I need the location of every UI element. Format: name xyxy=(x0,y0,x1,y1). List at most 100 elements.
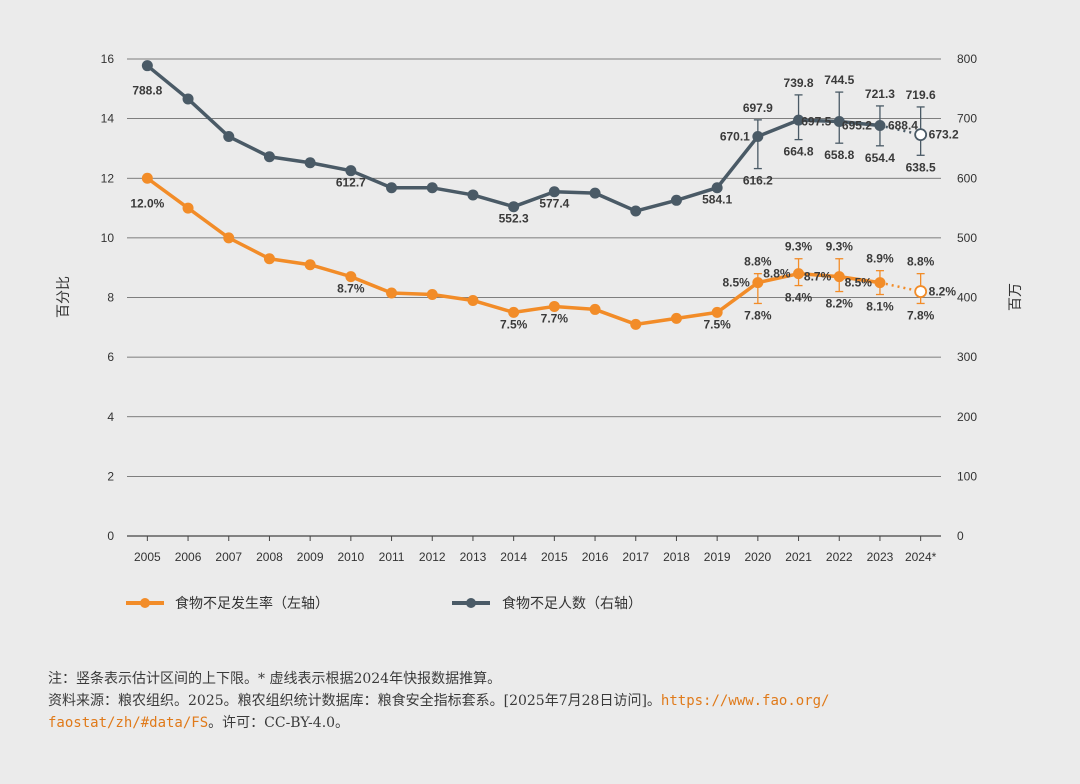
data-label: 552.3 xyxy=(499,212,529,226)
data-point xyxy=(630,205,642,217)
data-label: 739.8 xyxy=(784,76,814,90)
right-tick-label: 500 xyxy=(957,231,977,245)
data-point xyxy=(589,187,601,199)
data-point xyxy=(793,268,805,280)
data-label: 721.3 xyxy=(865,87,895,101)
left-tick-label: 10 xyxy=(101,231,115,245)
data-point xyxy=(508,306,520,318)
series-rate: 12.0% 8.7% 7.5% 7.7% 7.5% 8.5% 8.8% 7.8% 8.8% 9.3… xyxy=(130,172,957,331)
right-axis-title: 百万 xyxy=(1008,283,1024,311)
data-label: 577.4 xyxy=(539,197,569,211)
left-tick-label: 6 xyxy=(107,350,114,364)
left-tick-label: 2 xyxy=(107,469,114,483)
right-tick-label: 600 xyxy=(957,171,977,185)
data-point xyxy=(141,60,153,72)
left-tick-label: 14 xyxy=(101,112,115,126)
data-point xyxy=(630,318,642,330)
data-label: 8.2% xyxy=(826,297,854,311)
source-text: 资料来源：粮农组织。2025。粮农组织统计数据库：粮食安全指标套系。[2025年… xyxy=(48,693,661,709)
data-point xyxy=(670,194,682,206)
data-label: 688.4 xyxy=(888,119,918,133)
data-point xyxy=(752,277,764,289)
data-label: 9.3% xyxy=(785,240,813,254)
data-label: 744.5 xyxy=(824,73,854,87)
x-tick-label: 2024* xyxy=(905,550,937,564)
x-tick-label: 2018 xyxy=(663,550,690,564)
series-layer: 788.8 612.7 552.3 577.4 584.1 670.1 697.9 616.2… xyxy=(130,60,959,331)
left-tick-label: 8 xyxy=(107,291,114,305)
data-label: 7.8% xyxy=(907,308,935,322)
data-point xyxy=(874,120,886,132)
x-tick-label: 2023 xyxy=(867,550,894,564)
data-point xyxy=(670,312,682,324)
data-label: 12.0% xyxy=(130,196,164,210)
x-tick-label: 2015 xyxy=(541,550,568,564)
data-point xyxy=(426,182,438,194)
data-point xyxy=(467,189,479,201)
data-point xyxy=(263,253,275,265)
legend-label-rate: 食物不足发生率（左轴） xyxy=(175,595,329,612)
license-text: 。许可：CC-BY-4.0。 xyxy=(208,715,350,731)
x-tick-label: 2011 xyxy=(379,550,405,564)
data-label: 616.2 xyxy=(743,174,773,188)
data-point xyxy=(304,259,316,271)
data-label: 658.8 xyxy=(824,148,854,162)
series-count: 788.8 612.7 552.3 577.4 584.1 670.1 697.9 616.2… xyxy=(132,60,959,226)
source-link[interactable]: https://www.fao.org/ xyxy=(660,693,830,709)
series-line xyxy=(146,176,881,327)
right-tick-label: 700 xyxy=(957,112,977,126)
data-label: 9.3% xyxy=(826,240,854,254)
data-label: 654.4 xyxy=(865,151,895,165)
x-tick-label: 2021 xyxy=(785,550,812,564)
data-label: 673.2 xyxy=(929,128,959,142)
legend-marker-rate xyxy=(140,598,150,608)
x-tick-label: 2022 xyxy=(826,550,853,564)
data-label: 8.2% xyxy=(929,285,957,299)
data-point xyxy=(589,303,601,315)
data-label: 8.8% xyxy=(744,255,772,269)
x-tick-label: 2019 xyxy=(704,550,731,564)
data-point xyxy=(263,151,275,163)
right-tick-label: 800 xyxy=(957,52,977,66)
data-label: 8.1% xyxy=(866,300,894,314)
x-tick-label: 2016 xyxy=(582,550,609,564)
data-point xyxy=(467,294,479,306)
data-point xyxy=(182,202,194,214)
x-tick-label: 2020 xyxy=(744,550,771,564)
source-line: 资料来源：粮农组织。2025。粮农组织统计数据库：粮食安全指标套系。[2025年… xyxy=(48,690,1048,712)
data-point xyxy=(508,201,520,213)
left-tick-label: 4 xyxy=(107,410,114,424)
series-projection xyxy=(879,281,921,293)
x-tick-label: 2009 xyxy=(297,550,324,564)
data-point xyxy=(874,277,886,289)
data-label: 788.8 xyxy=(132,84,162,98)
left-axis-title: 百分比 xyxy=(56,276,72,318)
data-label: 670.1 xyxy=(720,129,750,143)
data-point xyxy=(914,128,928,142)
x-axis-ticks: 2005 2006 2007 2008 2009 2010 2011 2012 2013 2014… xyxy=(134,536,937,564)
right-tick-label: 0 xyxy=(957,529,964,543)
data-point xyxy=(345,271,357,283)
x-tick-label: 2014 xyxy=(500,550,527,564)
data-point xyxy=(833,271,845,283)
source-line-2: faostat/zh/#data/FS。许可：CC-BY-4.0。 xyxy=(48,712,1048,734)
data-label: 7.8% xyxy=(744,308,772,322)
data-point xyxy=(548,300,560,312)
data-label: 638.5 xyxy=(906,160,936,174)
data-label: 8.9% xyxy=(866,252,894,266)
gridlines xyxy=(127,58,941,537)
series-line xyxy=(146,64,881,213)
note-line: 注：竖条表示估计区间的上下限。* 虚线表示根据2024年快报数据推算。 xyxy=(48,671,502,687)
right-tick-label: 200 xyxy=(957,410,977,424)
x-tick-label: 2006 xyxy=(175,550,202,564)
left-axis-ticks: 0 2 4 6 8 10 12 14 16 xyxy=(101,52,115,543)
data-point xyxy=(793,114,805,126)
left-tick-label: 0 xyxy=(107,529,114,543)
source-link-path[interactable]: faostat/zh/#data/FS xyxy=(48,715,209,731)
data-point xyxy=(182,93,194,105)
data-point xyxy=(141,172,153,184)
x-tick-label: 2008 xyxy=(256,550,283,564)
data-point xyxy=(426,289,438,301)
data-point xyxy=(386,182,398,194)
